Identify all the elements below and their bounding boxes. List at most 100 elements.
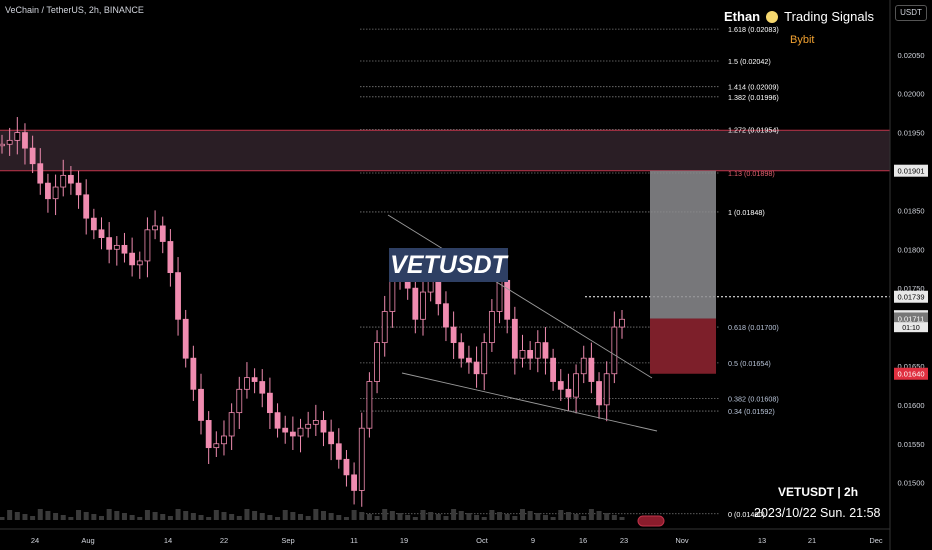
- brand-block: Ethan Trading Signals: [724, 9, 874, 24]
- volume-bar-40: [305, 516, 311, 520]
- target-box: [650, 170, 716, 319]
- candle-body-11: [83, 194, 90, 219]
- volume-bar-22: [167, 516, 173, 520]
- volume-bar-47: [359, 512, 365, 520]
- y-tick-13: 0.01550: [897, 440, 924, 449]
- candle-body-42: [320, 420, 327, 433]
- candle-body-63: [481, 342, 488, 375]
- volume-bar-25: [190, 513, 196, 520]
- candle-body-13: [98, 229, 105, 239]
- volume-bar-32: [244, 509, 250, 520]
- candle-body-70: [534, 342, 541, 359]
- x-tick-2: 14: [164, 536, 172, 545]
- fib-label-8: 0.5 (0.01654): [728, 359, 771, 368]
- volume-bar-37: [282, 510, 288, 520]
- stop-box: [650, 318, 716, 374]
- volume-bar-42: [320, 511, 326, 520]
- price-badge-7: 0.01739: [897, 293, 924, 302]
- resistance-zone: [0, 130, 890, 171]
- x-tick-9: 16: [579, 536, 587, 545]
- x-tick-1: Aug: [81, 536, 94, 545]
- candle-body-16: [121, 244, 128, 254]
- volume-bar-79: [604, 513, 610, 520]
- candle-body-54: [412, 287, 419, 320]
- volume-bar-65: [497, 512, 503, 520]
- candle-body-22: [167, 241, 174, 274]
- candle-body-72: [550, 357, 557, 382]
- exchange-label: Bybit: [790, 34, 815, 46]
- currency-button[interactable]: USDT: [895, 5, 927, 21]
- volume-bar-16: [121, 513, 127, 520]
- volume-bar-19: [144, 510, 150, 520]
- volume-bar-51: [389, 511, 395, 520]
- volume-bar-76: [581, 516, 587, 520]
- volume-bar-80: [611, 515, 617, 520]
- candle-body-73: [557, 381, 564, 390]
- volume-bar-23: [175, 509, 181, 520]
- candle-body-31: [236, 388, 243, 414]
- volume-bar-54: [412, 517, 418, 520]
- candle-body-51: [389, 279, 396, 312]
- volume-bar-2: [14, 512, 20, 520]
- volume-bar-63: [481, 517, 487, 520]
- volume-bar-0: [0, 517, 5, 520]
- brand-dot-icon: [766, 10, 779, 23]
- fib-label-2: 1.414 (0.02009): [728, 83, 779, 92]
- countdown-bg: [894, 322, 928, 333]
- fib-label-9: 0.382 (0.01608): [728, 395, 779, 404]
- candlestick-series: [0, 117, 625, 520]
- descending-resistance-line: [387, 214, 653, 379]
- candle-body-64: [488, 311, 495, 344]
- volume-bar-64: [489, 510, 495, 520]
- volume-bar-7: [53, 513, 59, 520]
- countdown-label: 01:10: [902, 325, 920, 332]
- candle-body-1: [6, 139, 13, 145]
- volume-bar-31: [236, 516, 242, 520]
- volume-bar-45: [343, 517, 349, 520]
- candle-body-4: [29, 147, 36, 165]
- price-badge-9: 0.01711: [898, 315, 925, 324]
- volume-bar-39: [298, 514, 304, 520]
- fib-label-3: 1.382 (0.01996): [728, 93, 779, 102]
- candle-body-46: [351, 474, 357, 491]
- volume-bar-6: [45, 511, 51, 520]
- candle-body-34: [259, 381, 266, 394]
- x-tick-5: 11: [350, 536, 358, 545]
- candle-body-61: [466, 357, 472, 363]
- y-tick-6: 0.01750: [897, 284, 924, 293]
- volume-bar-70: [535, 513, 541, 520]
- candle-body-32: [244, 377, 250, 390]
- volume-bar-3: [22, 514, 28, 520]
- candle-body-75: [573, 373, 579, 398]
- y-tick-2: 0.01950: [897, 129, 924, 138]
- volume-bar-60: [458, 511, 464, 520]
- fib-label-1: 1.5 (0.02042): [728, 57, 771, 66]
- volume-bar-52: [397, 513, 403, 520]
- candle-body-41: [312, 420, 319, 425]
- volume-bar-30: [229, 514, 235, 520]
- volume-bar-41: [313, 509, 319, 520]
- candle-body-30: [228, 412, 235, 437]
- volume-bar-20: [152, 512, 158, 520]
- candle-body-48: [366, 381, 373, 429]
- candle-body-44: [335, 443, 342, 460]
- y-tick-12: 0.01600: [897, 401, 924, 410]
- candle-body-18: [136, 260, 143, 266]
- candle-body-76: [580, 357, 587, 375]
- x-tick-10: 23: [620, 536, 628, 545]
- y-tick-4: 0.01850: [897, 206, 924, 215]
- candle-body-3: [22, 132, 28, 149]
- fib-label-6: 1 (0.01848): [728, 208, 765, 217]
- volume-bar-77: [588, 509, 594, 520]
- volume-bar-18: [137, 517, 143, 520]
- candle-body-74: [565, 388, 572, 398]
- volume-bar-46: [351, 510, 357, 520]
- x-tick-8: 9: [531, 536, 535, 545]
- candle-body-37: [282, 427, 289, 433]
- volume-bar-61: [466, 513, 472, 520]
- candle-body-58: [443, 303, 449, 328]
- volume-bar-21: [160, 514, 166, 520]
- volume-bar-35: [267, 515, 273, 520]
- volume-bar-28: [213, 510, 219, 520]
